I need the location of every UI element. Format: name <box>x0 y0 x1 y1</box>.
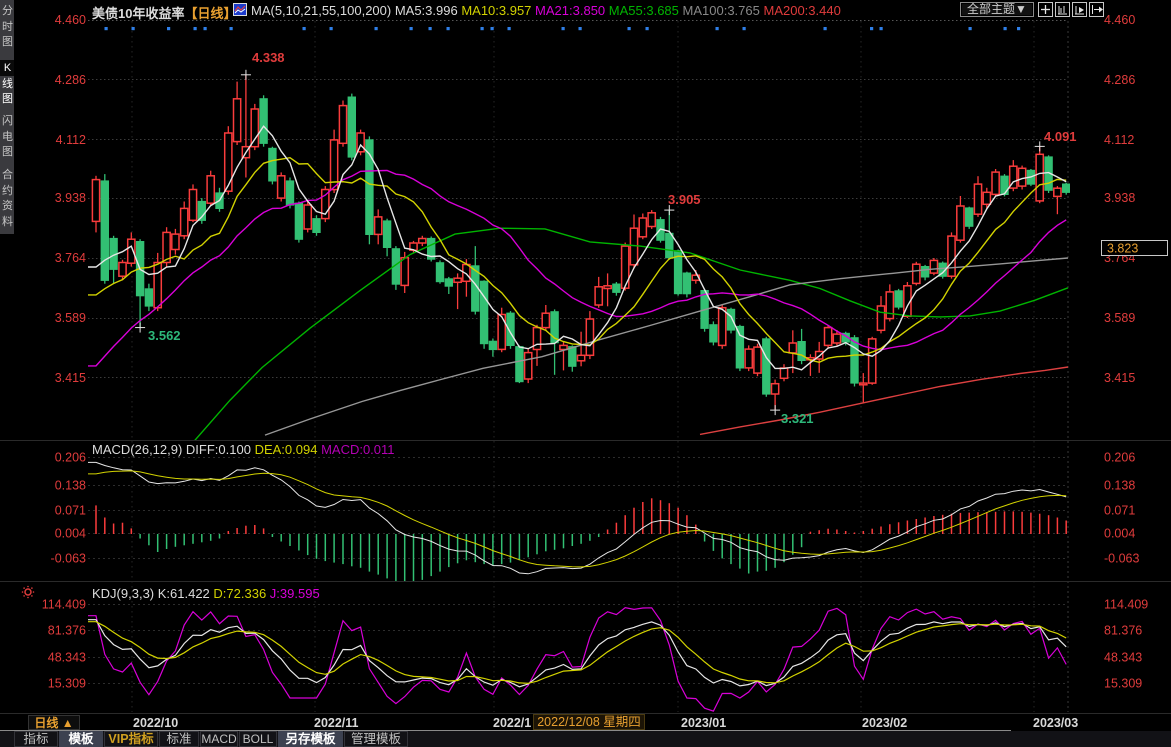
svg-text:15.309: 15.309 <box>48 677 86 691</box>
svg-text:4.460: 4.460 <box>1104 13 1135 27</box>
svg-text:4.286: 4.286 <box>1104 73 1135 87</box>
svg-text:48.343: 48.343 <box>1104 651 1142 665</box>
svg-text:3.321: 3.321 <box>781 411 814 426</box>
svg-text:3.415: 3.415 <box>1104 371 1135 385</box>
svg-text:0.071: 0.071 <box>55 504 86 518</box>
svg-text:0.206: 0.206 <box>55 451 86 465</box>
svg-text:4.091: 4.091 <box>1044 129 1077 144</box>
svg-text:0.004: 0.004 <box>55 527 86 541</box>
svg-text:3.823: 3.823 <box>1107 242 1138 256</box>
svg-text:3.764: 3.764 <box>55 251 86 265</box>
svg-text:114.409: 114.409 <box>1104 598 1148 612</box>
svg-text:81.376: 81.376 <box>48 624 86 638</box>
svg-text:4.112: 4.112 <box>56 133 86 147</box>
svg-text:15.309: 15.309 <box>1104 677 1142 691</box>
svg-text:3.938: 3.938 <box>55 191 86 205</box>
svg-text:114.409: 114.409 <box>42 598 86 612</box>
svg-text:3.938: 3.938 <box>1104 191 1135 205</box>
svg-text:0.206: 0.206 <box>1104 451 1135 465</box>
svg-text:48.343: 48.343 <box>48 651 86 665</box>
svg-text:4.460: 4.460 <box>55 13 86 27</box>
svg-text:3.589: 3.589 <box>1104 311 1135 325</box>
svg-text:4.338: 4.338 <box>252 50 285 65</box>
svg-text:4.112: 4.112 <box>1104 133 1134 147</box>
svg-text:81.376: 81.376 <box>1104 624 1142 638</box>
svg-text:0.138: 0.138 <box>1104 479 1135 493</box>
svg-text:-0.063: -0.063 <box>1104 552 1139 566</box>
svg-text:0.071: 0.071 <box>1104 504 1135 518</box>
svg-text:3.562: 3.562 <box>148 328 181 343</box>
svg-text:3.905: 3.905 <box>668 192 701 207</box>
svg-text:0.004: 0.004 <box>1104 527 1135 541</box>
svg-text:0.138: 0.138 <box>55 479 86 493</box>
svg-text:4.286: 4.286 <box>55 73 86 87</box>
svg-text:3.415: 3.415 <box>55 371 86 385</box>
svg-text:-0.063: -0.063 <box>51 552 86 566</box>
svg-text:3.589: 3.589 <box>55 311 86 325</box>
